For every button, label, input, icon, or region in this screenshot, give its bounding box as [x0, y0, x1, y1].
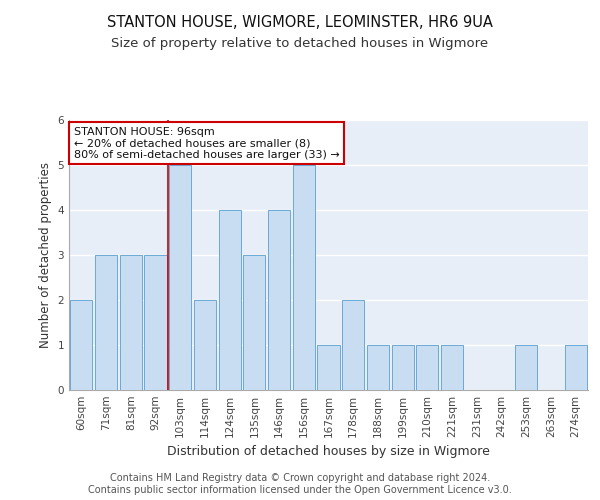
- Bar: [367, 345, 389, 390]
- Bar: [565, 345, 587, 390]
- Bar: [194, 300, 216, 390]
- Bar: [95, 255, 117, 390]
- Bar: [119, 255, 142, 390]
- Text: STANTON HOUSE: 96sqm
← 20% of detached houses are smaller (8)
80% of semi-detach: STANTON HOUSE: 96sqm ← 20% of detached h…: [74, 126, 340, 160]
- Text: Contains HM Land Registry data © Crown copyright and database right 2024.
Contai: Contains HM Land Registry data © Crown c…: [88, 474, 512, 495]
- Bar: [268, 210, 290, 390]
- Bar: [293, 165, 315, 390]
- Bar: [145, 255, 167, 390]
- Bar: [392, 345, 414, 390]
- Bar: [317, 345, 340, 390]
- Bar: [342, 300, 364, 390]
- Bar: [416, 345, 439, 390]
- Bar: [441, 345, 463, 390]
- Bar: [218, 210, 241, 390]
- Text: Size of property relative to detached houses in Wigmore: Size of property relative to detached ho…: [112, 38, 488, 51]
- Bar: [243, 255, 265, 390]
- Y-axis label: Number of detached properties: Number of detached properties: [39, 162, 52, 348]
- X-axis label: Distribution of detached houses by size in Wigmore: Distribution of detached houses by size …: [167, 446, 490, 458]
- Text: STANTON HOUSE, WIGMORE, LEOMINSTER, HR6 9UA: STANTON HOUSE, WIGMORE, LEOMINSTER, HR6 …: [107, 15, 493, 30]
- Bar: [70, 300, 92, 390]
- Bar: [515, 345, 538, 390]
- Bar: [169, 165, 191, 390]
